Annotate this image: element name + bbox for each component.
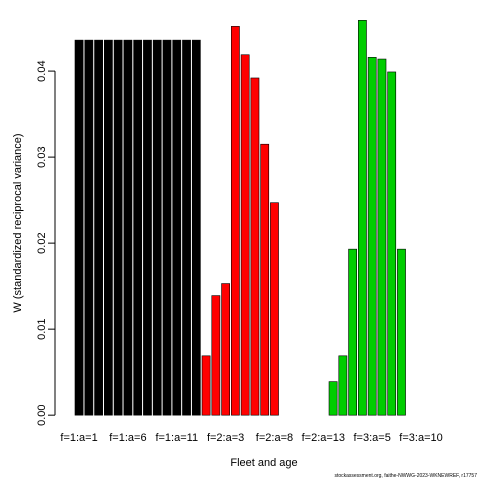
bar bbox=[182, 39, 191, 416]
bar bbox=[113, 39, 123, 416]
bar bbox=[133, 39, 143, 416]
bar bbox=[231, 26, 240, 416]
bar bbox=[211, 295, 221, 416]
bar bbox=[348, 248, 358, 416]
bar bbox=[328, 381, 338, 416]
y-axis-title: W (standardized reciprocal variance) bbox=[12, 133, 24, 312]
x-tick-label: f=1:a=6 bbox=[109, 432, 146, 444]
bar bbox=[221, 283, 230, 416]
bar bbox=[123, 39, 133, 416]
y-tick-label: 0.03 bbox=[36, 146, 48, 167]
bar bbox=[240, 54, 250, 416]
bar bbox=[143, 39, 152, 416]
x-tick-label: f=2:a=3 bbox=[207, 432, 244, 444]
bar bbox=[94, 39, 103, 416]
x-tick-label: f=1:a=1 bbox=[60, 432, 97, 444]
x-tick-label: f=2:a=13 bbox=[302, 432, 345, 444]
bar bbox=[74, 39, 84, 416]
bar bbox=[397, 248, 406, 416]
bar bbox=[367, 57, 377, 416]
bar bbox=[358, 20, 367, 416]
bar bbox=[250, 77, 260, 416]
x-tick-label: f=3:a=5 bbox=[354, 432, 391, 444]
bar bbox=[84, 39, 94, 416]
y-tick-label: 0.00 bbox=[36, 404, 48, 425]
bar bbox=[387, 71, 397, 416]
x-tick-label: f=1:a=11 bbox=[155, 432, 198, 444]
y-tick-label: 0.01 bbox=[36, 318, 48, 339]
bar bbox=[162, 39, 172, 416]
y-tick-label: 0.02 bbox=[36, 232, 48, 253]
bar bbox=[270, 202, 279, 416]
x-tick-label: f=3:a=10 bbox=[399, 432, 442, 444]
bar bbox=[191, 39, 201, 416]
bar bbox=[104, 39, 113, 416]
bar bbox=[377, 58, 387, 416]
bar bbox=[338, 355, 348, 416]
bar bbox=[260, 143, 270, 416]
bar bbox=[172, 39, 182, 416]
y-tick-label: 0.04 bbox=[36, 60, 48, 81]
footer: stockassessment.org, faithe-NWWG-2023-WK… bbox=[334, 473, 477, 479]
x-axis-title: Fleet and age bbox=[230, 457, 297, 469]
bar bbox=[152, 39, 162, 416]
x-tick-label: f=2:a=8 bbox=[256, 432, 293, 444]
bar bbox=[201, 355, 211, 416]
